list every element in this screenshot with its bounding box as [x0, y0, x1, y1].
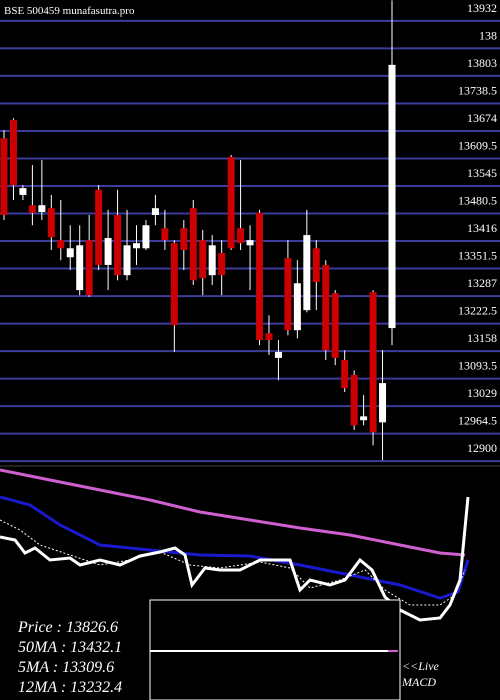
candle-body	[360, 416, 368, 421]
chart-title: BSE 500459 munafasutra.pro	[4, 5, 135, 17]
candle-body	[123, 245, 131, 276]
info-text: 50MA : 13432.1	[18, 639, 122, 656]
candle-body	[47, 208, 55, 238]
info-text: 5MA : 13309.6	[18, 659, 114, 676]
candle-body	[237, 228, 245, 244]
y-tick-label: 12900	[467, 441, 497, 455]
candle-body	[114, 215, 122, 276]
candle-body	[388, 64, 396, 329]
candle-body	[132, 243, 140, 249]
candle-body	[0, 138, 8, 216]
indicator-line	[0, 495, 470, 600]
candle-body	[38, 205, 46, 213]
candle-body	[95, 189, 103, 265]
candle-body	[170, 243, 178, 326]
y-tick-label: 13609.5	[458, 138, 497, 152]
y-tick-label: 13351.5	[458, 249, 497, 263]
y-tick-label: 13545	[467, 166, 497, 180]
candle-body	[350, 374, 358, 426]
candle-body	[161, 228, 169, 241]
macd-label: MACD	[401, 675, 436, 689]
candle-body	[227, 156, 235, 249]
info-text: 12MA : 13232.4	[18, 679, 122, 696]
candle-body	[331, 293, 339, 358]
candle-body	[246, 240, 254, 246]
candle-body	[312, 248, 320, 282]
candle-body	[379, 383, 387, 423]
y-tick-label: 13029	[467, 386, 497, 400]
y-tick-label: 13222.5	[458, 304, 497, 318]
candle-body	[218, 252, 226, 276]
y-tick-label: 13674	[467, 111, 497, 125]
candle-body	[208, 245, 216, 276]
candle-body	[19, 188, 27, 195]
candle-body	[284, 258, 292, 331]
y-tick-label: 12964.5	[458, 414, 497, 428]
y-tick-label: 13803	[467, 56, 497, 70]
y-tick-label: 13287	[467, 276, 497, 290]
candle-body	[322, 264, 330, 351]
indicator-line	[0, 468, 466, 557]
candles	[0, 0, 396, 461]
candle-body	[66, 248, 74, 258]
candle-body	[265, 333, 273, 341]
y-tick-label: 13158	[467, 331, 497, 345]
y-tick-label: 13480.5	[458, 194, 497, 208]
candle-body	[274, 351, 282, 358]
candle-body	[369, 292, 377, 433]
candle-body	[256, 212, 264, 341]
candle-body	[180, 228, 188, 250]
indicator-line	[0, 519, 466, 606]
y-tick-label: 138	[479, 28, 497, 42]
candle-body	[151, 208, 159, 216]
candle-body	[85, 240, 93, 296]
candle-body	[199, 240, 207, 279]
candle-body	[104, 238, 112, 265]
live-label: <<Live	[402, 659, 440, 673]
info-text: Price : 13826.6	[17, 619, 118, 636]
y-tick-label: 13093.5	[458, 359, 497, 373]
y-tick-label: 13416	[467, 221, 497, 235]
candle-body	[76, 245, 84, 291]
y-tick-label: 13738.5	[458, 83, 497, 97]
candle-body	[9, 119, 17, 186]
candle-body	[293, 283, 301, 331]
candle-body	[303, 235, 311, 311]
candle-body	[142, 225, 150, 249]
candle-body	[57, 240, 65, 249]
y-tick-label: 13932	[467, 1, 497, 15]
candle-body	[341, 360, 349, 389]
candle-body	[189, 208, 197, 281]
candle-body	[28, 205, 36, 213]
